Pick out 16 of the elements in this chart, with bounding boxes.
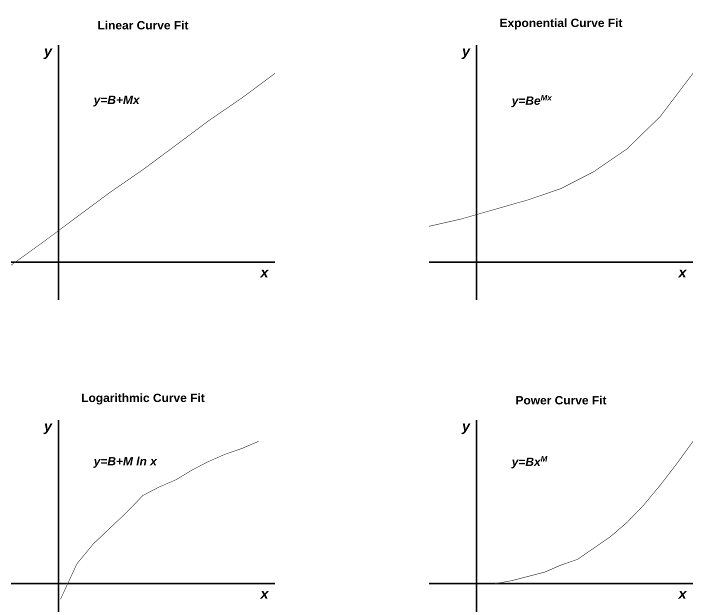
annotation: y=Bx$^{M}$ <box>511 456 548 468</box>
y-axis-title: y <box>43 424 53 434</box>
chart-title: Power Curve Fit <box>516 396 606 404</box>
x-axis-title: x <box>260 270 269 278</box>
x-axis-title: x <box>678 591 687 599</box>
annotation: y=B+M ln x <box>93 456 158 468</box>
y-axis-title: y <box>461 48 471 60</box>
annotation: y=B+Mx <box>93 96 140 106</box>
x-axis-title: x <box>678 270 687 278</box>
annotation: y=Be$^{Mx}$ <box>511 94 552 108</box>
chart-title: Logarithmic Curve Fit <box>82 393 205 404</box>
y-axis-title: y <box>43 48 53 60</box>
y-axis-title: y <box>461 424 471 434</box>
x-axis-title: x <box>260 591 269 599</box>
chart-title: Linear Curve Fit <box>98 20 188 30</box>
chart-title: Exponential Curve Fit <box>500 18 622 30</box>
